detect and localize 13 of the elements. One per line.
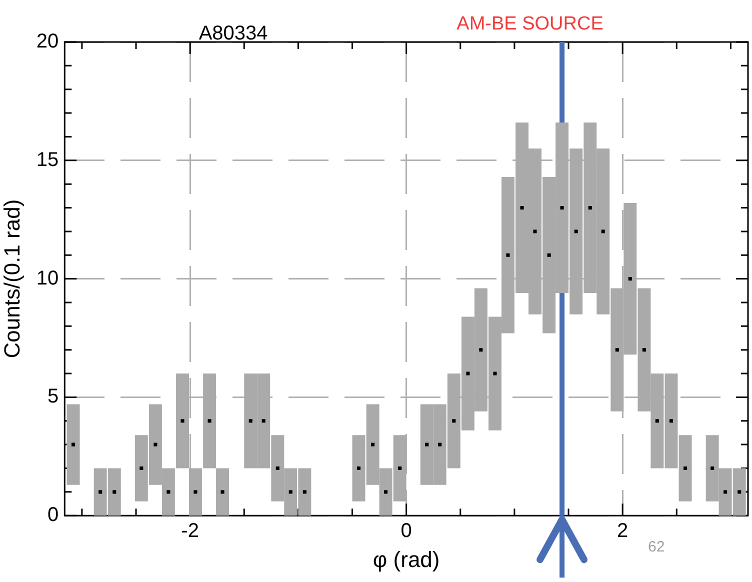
y-tick-label: 20 bbox=[36, 30, 59, 53]
chart-title: A80334 bbox=[198, 22, 268, 45]
ref-line-label: AM-BE SOURCE bbox=[456, 14, 604, 35]
x-tick-label: -2 bbox=[181, 520, 199, 542]
x-tick-label: 2 bbox=[617, 520, 628, 542]
x-axis-title: φ (rad) bbox=[372, 546, 440, 572]
y-tick-label: 10 bbox=[36, 267, 59, 290]
y-tick-label: 5 bbox=[48, 386, 59, 408]
y-tick-label: 0 bbox=[48, 504, 59, 526]
y-tick-label: 15 bbox=[36, 148, 59, 171]
y-axis-title: Counts/(0.1 rad) bbox=[0, 199, 24, 358]
x-tick-label: 0 bbox=[400, 520, 412, 542]
text: 62 bbox=[648, 538, 665, 556]
